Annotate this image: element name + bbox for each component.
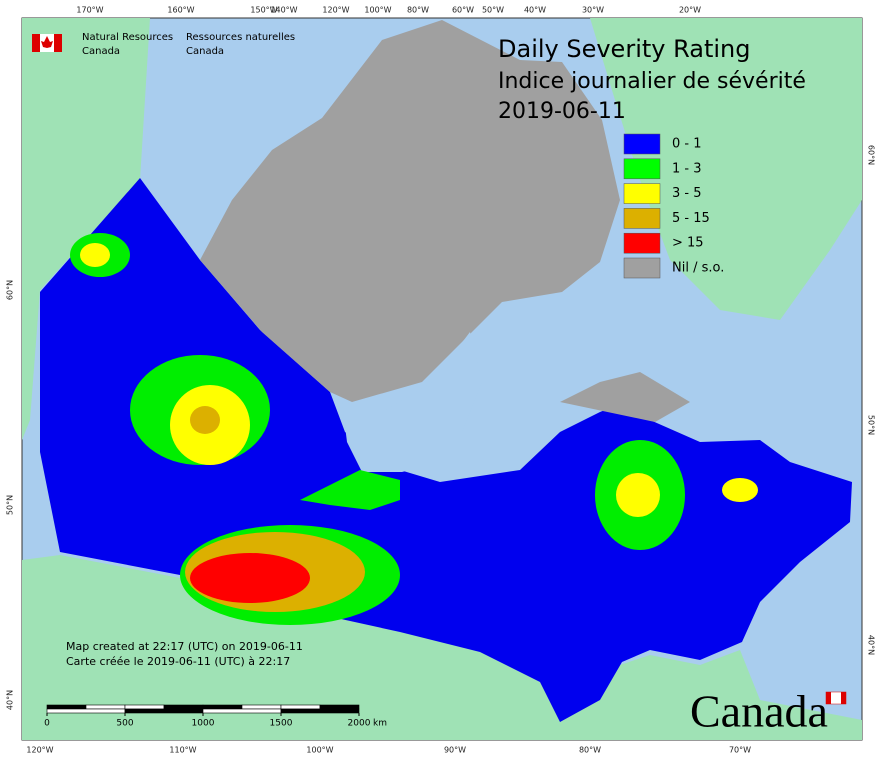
rating-area [616,473,660,517]
legend-label: > 15 [672,236,704,251]
agency-en: Canada [82,46,120,57]
agency-fr: Canada [186,46,224,57]
scale-segment [46,708,126,714]
graticule-label: 50°N [6,495,15,515]
scale-label: 1500 [270,719,293,729]
legend-swatch [623,232,661,254]
legend-swatch [623,133,661,155]
title-date: 2019-06-11 [498,99,626,124]
wordmark-flag-bar [841,692,846,704]
graticule-label: 50°N [867,415,876,435]
scale-segment [280,704,321,710]
scale-segment [124,708,204,714]
scale-segment [46,704,87,710]
hudson-bay [342,332,482,472]
rating-area [80,243,110,267]
scale-label: 2000 [348,719,371,729]
agency-fr: Ressources naturelles [186,32,295,43]
graticule-label: 40°W [524,6,546,15]
legend-swatch [623,183,661,204]
graticule-label: 60°W [452,6,474,15]
scale-unit: km [373,719,387,729]
scale-segment [280,708,360,714]
greenland [590,18,862,320]
graticule-label: 110°W [169,746,196,755]
ungava-no-data [560,372,690,422]
scale-label: 1000 [192,719,215,729]
title: Indice journalier de sévérité [498,69,806,94]
graticule-label: 170°W [76,6,103,15]
alaska [22,18,150,440]
wordmark-flag-bar [826,692,831,704]
legend-label: 5 - 15 [672,211,710,226]
rating-area [190,553,310,603]
graticule-label: 40°N [867,635,876,655]
title: Daily Severity Rating [498,35,750,63]
legend-label: 0 - 1 [672,137,702,152]
graticule-label: 90°W [444,746,466,755]
graticule-label: 80°W [579,746,601,755]
scale-segment [202,708,282,714]
graticule-label: 80°W [407,6,429,15]
agency-en: Natural Resources [82,32,173,43]
flag-bar [32,34,40,52]
legend-label: 1 - 3 [672,161,702,176]
graticule-label: 20°W [679,6,701,15]
graticule-label: 50°W [482,6,504,15]
rating-area [190,406,220,434]
scale-segment [241,704,282,710]
graticule-label: 120°W [322,6,349,15]
scale-label: 500 [116,719,133,729]
scale-segment [85,704,126,710]
graticule-label: 100°W [364,6,391,15]
graticule-label: 150°W [250,6,277,15]
rating-area [300,470,400,510]
graticule-label: 60°N [6,280,15,300]
scale-segment [124,704,165,710]
graticule-label: 140°W [270,6,297,15]
graticule-label: 100°W [306,746,333,755]
flag-leaf [41,36,53,48]
legend-label: Nil / s.o. [672,261,724,276]
legend-swatch [623,158,661,180]
wordmark: Canada [690,686,828,737]
credit: Carte créée le 2019-06-11 (UTC) à 22:17 [66,655,290,668]
scale-segment [319,704,360,710]
graticule-label: 30°W [582,6,604,15]
scale-segment [202,704,243,710]
legend-label: 3 - 5 [672,186,702,201]
arctic-no-data [200,20,620,402]
graticule-label: 60°N [867,145,876,165]
graticule-label: 70°W [729,746,751,755]
rating-area [722,478,758,502]
scale-label: 0 [44,719,50,729]
graticule-label: 120°W [26,746,53,755]
credit: Map created at 22:17 (UTC) on 2019-06-11 [66,640,303,653]
legend-swatch [623,257,661,279]
legend-swatch [623,208,661,229]
scale-segment [163,704,204,710]
graticule-label: 160°W [167,6,194,15]
graticule-label: 40°N [6,690,15,710]
flag-bar [54,34,62,52]
